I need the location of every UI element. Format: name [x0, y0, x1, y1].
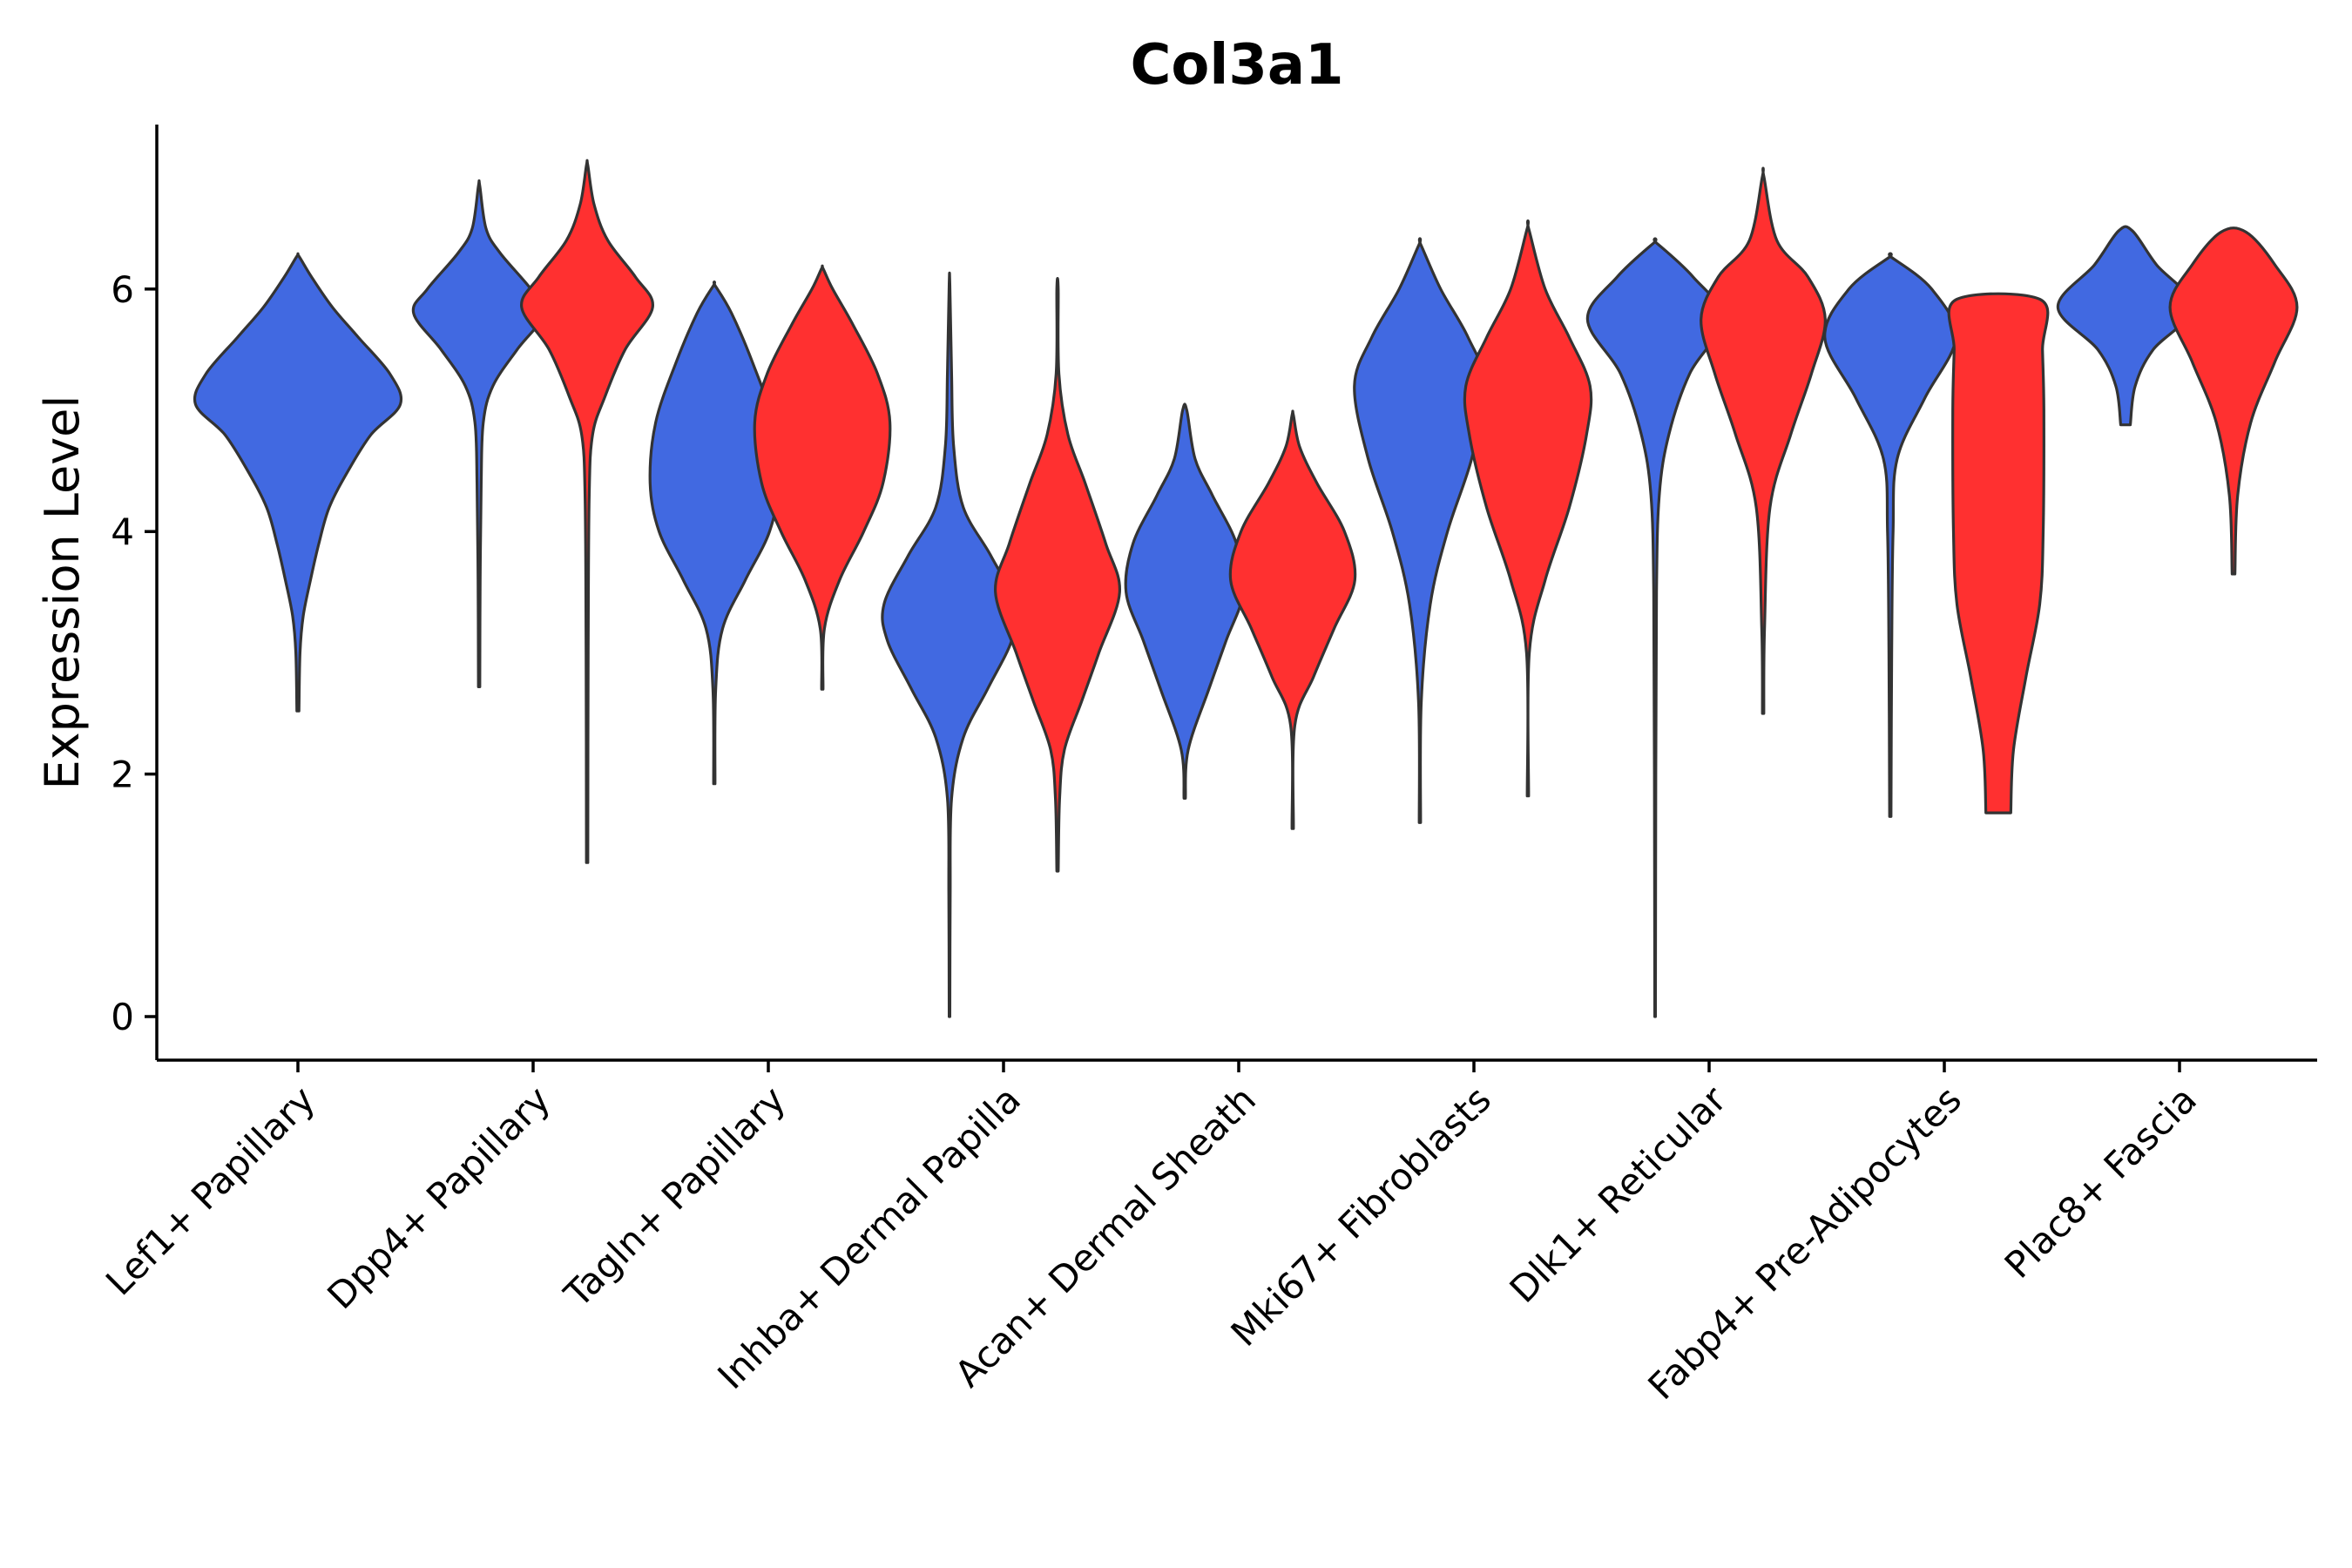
violin-lef1-papillary-group1: [193, 252, 403, 713]
violin-mki67-fibroblasts-group2: [1463, 219, 1593, 798]
x-tick-label-dlk1-reticular: Dlk1+ Reticular: [1502, 1078, 1735, 1311]
violin-acan-dermal-sheath-group2: [1228, 409, 1357, 830]
y-tick-label: 6: [111, 268, 134, 311]
violin-dpp4-papillary-group2: [520, 159, 654, 864]
violin-layer: [193, 159, 2299, 1018]
violin-inhba-dermal-papilla-group1: [881, 271, 1018, 1018]
violin-plac8-fascia-group2: [2168, 226, 2299, 576]
x-tick-label-tagln-papillary: Tagln+ Papillary: [556, 1078, 794, 1315]
y-tick-label: 4: [111, 510, 134, 553]
x-tick-label-mki67-fibroblasts: Mki67+ Fibroblasts: [1223, 1078, 1499, 1354]
y-tick-label: 0: [111, 996, 134, 1038]
violin-mki67-fibroblasts-group1: [1353, 237, 1487, 824]
violin-plac8-fascia-group1: [2056, 225, 2195, 427]
y-axis-ticks: 0 2 4 6: [111, 268, 157, 1038]
violin-dlk1-reticular-group2: [1700, 166, 1827, 715]
violin-dpp4-papillary-group1: [411, 179, 547, 688]
violin-fabp4-pre-adipocytes-group2: [1947, 292, 2050, 814]
x-tick-label-dpp4-papillary: Dpp4+ Papillary: [319, 1078, 558, 1317]
x-tick-label-plac8-fascia: Plac8+ Fascia: [1997, 1078, 2205, 1286]
chart-title: Col3a1: [1130, 33, 1343, 98]
y-axis-label: Expression Level: [35, 395, 90, 790]
y-tick-label: 2: [111, 754, 134, 796]
violin-fabp4-pre-adipocytes-group1: [1823, 252, 1957, 818]
violin-tagln-papillary-group1: [648, 280, 781, 786]
violin-dlk1-reticular-group1: [1585, 237, 1725, 1018]
violin-inhba-dermal-papilla-group2: [994, 277, 1121, 873]
x-tick-label-lef1-papillary: Lef1+ Papillary: [98, 1078, 323, 1303]
violin-tagln-papillary-group2: [753, 264, 892, 691]
violin-acan-dermal-sheath-group1: [1124, 402, 1246, 800]
